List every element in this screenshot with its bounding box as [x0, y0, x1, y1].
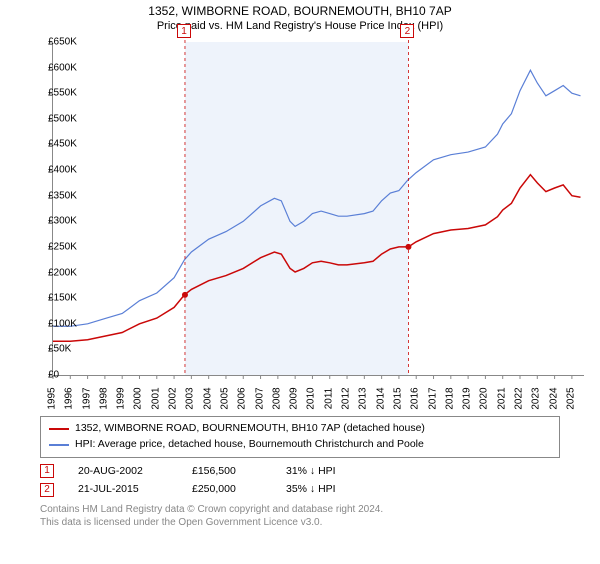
legend-label-property: 1352, WIMBORNE ROAD, BOURNEMOUTH, BH10 7…: [75, 421, 425, 437]
x-axis-tick-label: 2013: [358, 387, 369, 409]
x-axis-tick-label: 2015: [392, 387, 403, 409]
x-axis-tick-label: 1995: [47, 387, 58, 409]
x-axis-tick-label: 1996: [64, 387, 75, 409]
x-axis-tick-label: 2019: [462, 387, 473, 409]
x-axis-tick-label: 2011: [323, 388, 334, 410]
footer-line-1: Contains HM Land Registry data © Crown c…: [40, 503, 560, 516]
x-axis-tick-label: 2017: [427, 387, 438, 409]
x-axis-tick-label: 2005: [219, 387, 230, 409]
sales-row: 1 20-AUG-2002 £156,500 31% ↓ HPI: [40, 462, 560, 481]
x-axis-tick-label: 2000: [133, 387, 144, 409]
x-axis-tick-label: 2021: [496, 387, 507, 409]
sale-marker-flag: 2: [400, 24, 414, 38]
sales-row: 2 21-JUL-2015 £250,000 35% ↓ HPI: [40, 480, 560, 499]
x-axis-tick-label: 2014: [375, 387, 386, 409]
x-axis-tick-label: 2002: [168, 387, 179, 409]
chart-svg: [53, 42, 584, 375]
sale-date: 21-JUL-2015: [78, 480, 168, 499]
sale-marker-label: 1: [40, 464, 54, 478]
x-axis-tick-label: 2008: [271, 387, 282, 409]
x-axis-tick-label: 2023: [531, 387, 542, 409]
x-axis-tick-label: 2006: [237, 387, 248, 409]
sale-marker-flag: 1: [177, 24, 191, 38]
sale-date: 20-AUG-2002: [78, 462, 168, 481]
legend-swatch-property: [49, 428, 69, 430]
x-axis-tick-label: 2003: [185, 387, 196, 409]
chart-title: 1352, WIMBORNE ROAD, BOURNEMOUTH, BH10 7…: [0, 4, 600, 18]
sale-hpi-diff: 31% ↓ HPI: [286, 462, 366, 481]
footer-attribution: Contains HM Land Registry data © Crown c…: [40, 503, 560, 529]
x-axis-tick-label: 2004: [202, 387, 213, 409]
chart-area: £0£50K£100K£150K£200K£250K£300K£350K£400…: [10, 36, 590, 396]
sale-hpi-diff: 35% ↓ HPI: [286, 480, 366, 499]
x-axis-tick-label: 1998: [98, 387, 109, 409]
legend-row-hpi: HPI: Average price, detached house, Bour…: [49, 437, 551, 453]
x-axis-tick-label: 2025: [565, 387, 576, 409]
chart-subtitle: Price paid vs. HM Land Registry's House …: [0, 20, 600, 32]
sale-price: £156,500: [192, 462, 262, 481]
x-axis-tick-label: 2007: [254, 387, 265, 409]
plot-region: [52, 42, 584, 376]
legend: 1352, WIMBORNE ROAD, BOURNEMOUTH, BH10 7…: [40, 416, 560, 458]
x-axis-tick-label: 2016: [410, 387, 421, 409]
x-axis-tick-label: 2024: [548, 387, 559, 409]
sales-table: 1 20-AUG-2002 £156,500 31% ↓ HPI 2 21-JUL-201…: [40, 462, 560, 500]
footer-line-2: This data is licensed under the Open Gov…: [40, 516, 560, 529]
sale-price: £250,000: [192, 480, 262, 499]
x-axis-tick-label: 1999: [116, 387, 127, 409]
x-axis-tick-label: 2010: [306, 387, 317, 409]
x-axis-tick-label: 2001: [150, 387, 161, 409]
x-axis-tick-label: 2009: [289, 387, 300, 409]
x-axis-tick-label: 1997: [81, 387, 92, 409]
x-axis-tick-label: 2022: [514, 387, 525, 409]
x-axis-tick-label: 2012: [341, 387, 352, 409]
legend-row-property: 1352, WIMBORNE ROAD, BOURNEMOUTH, BH10 7…: [49, 421, 551, 437]
x-axis-tick-label: 2018: [444, 387, 455, 409]
legend-swatch-hpi: [49, 444, 69, 446]
legend-label-hpi: HPI: Average price, detached house, Bour…: [75, 437, 424, 453]
x-axis-tick-label: 2020: [479, 387, 490, 409]
sale-marker-label: 2: [40, 483, 54, 497]
